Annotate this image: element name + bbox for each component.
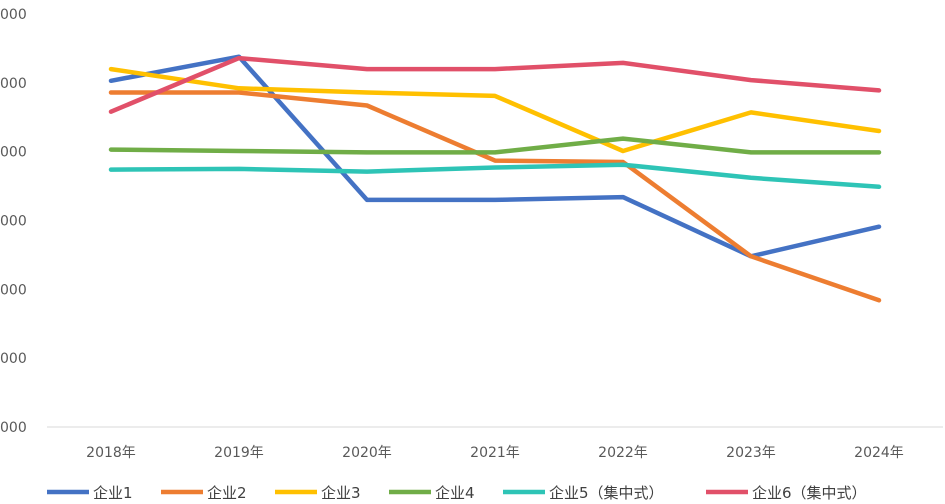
legend: 企业1 企业2 企业3 企业4 企业5（集中式） 企业6（集中式）: [47, 484, 867, 502]
x-tick-label: 2024年: [854, 445, 904, 461]
y-axis-ticks: 000 000 000 000 000 000 000: [0, 7, 27, 436]
y-tick-label: 000: [0, 145, 27, 161]
y-tick-label: 000: [0, 214, 27, 230]
x-tick-label: 2018年: [86, 445, 136, 461]
legend-label: 企业5（集中式）: [549, 484, 664, 502]
legend-item: 企业3: [275, 484, 361, 502]
x-tick-label: 2023年: [726, 445, 776, 461]
y-tick-label: 000: [0, 76, 27, 92]
series-line-6: [108, 55, 882, 114]
series-line-3: [108, 66, 882, 154]
x-tick-label: 2019年: [214, 445, 264, 461]
legend-label: 企业3: [321, 484, 361, 502]
y-tick-label: 000: [0, 282, 27, 298]
y-tick-label: 000: [0, 7, 27, 23]
legend-label: 企业1: [93, 484, 133, 502]
y-tick-label: 000: [0, 420, 27, 436]
legend-item: 企业1: [47, 484, 133, 502]
x-tick-label: 2020年: [342, 445, 392, 461]
legend-item: 企业2: [161, 484, 247, 502]
series-lines: [108, 54, 882, 303]
legend-item: 企业5（集中式）: [503, 484, 664, 502]
legend-item: 企业6（集中式）: [706, 484, 867, 502]
legend-label: 企业4: [435, 484, 475, 502]
legend-item: 企业4: [389, 484, 475, 502]
x-tick-label: 2022年: [598, 445, 648, 461]
legend-label: 企业2: [207, 484, 247, 502]
series-line-4: [108, 136, 882, 155]
legend-label: 企业6（集中式）: [752, 484, 867, 502]
x-axis-ticks: 2018年 2019年 2020年 2021年 2022年 2023年 2024年: [86, 445, 904, 461]
y-tick-label: 000: [0, 351, 27, 367]
x-tick-label: 2021年: [470, 445, 520, 461]
series-line-5: [108, 162, 882, 190]
series-line-2: [108, 90, 882, 303]
